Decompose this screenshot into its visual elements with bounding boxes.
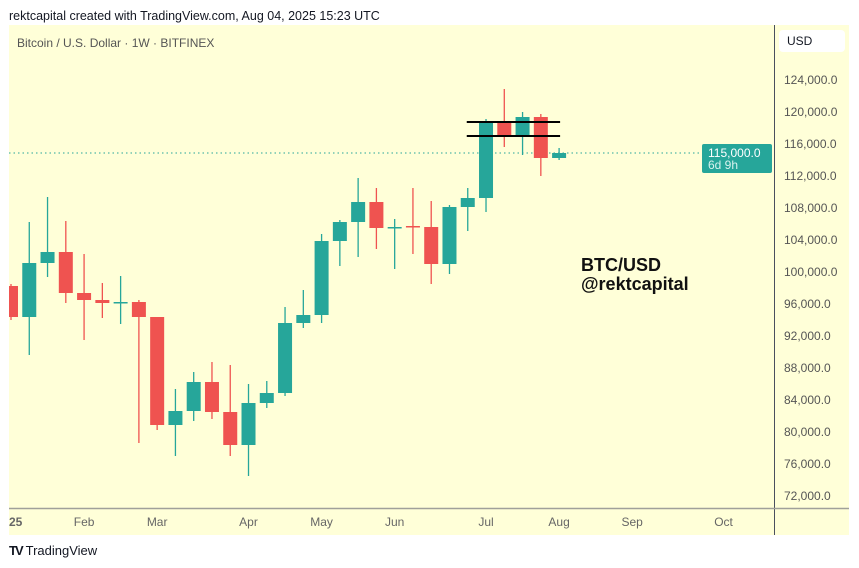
price-tick-label: 96,000.0	[784, 297, 831, 311]
candle-body	[296, 315, 311, 323]
time-tick-label: Mar	[147, 515, 168, 529]
candle-body	[150, 317, 165, 425]
candle-body	[533, 117, 548, 158]
candle-body	[168, 411, 183, 425]
text-annotation: BTC/USD @rektcapital	[581, 256, 689, 294]
price-tick-label: 76,000.0	[784, 457, 831, 471]
price-tick-label: 72,000.0	[784, 489, 831, 503]
candle-body	[22, 263, 37, 317]
candle-body	[58, 252, 73, 293]
time-tick-label: Jul	[478, 515, 493, 529]
candle-body	[186, 382, 201, 411]
candle-body	[515, 117, 530, 136]
time-tick-label: 25	[9, 515, 23, 529]
candle-body	[314, 241, 329, 315]
price-tick-label: 84,000.0	[784, 393, 831, 407]
time-tick-label: Oct	[714, 515, 733, 529]
currency-button[interactable]: USD	[779, 30, 845, 52]
candle-body	[442, 207, 457, 264]
candle-body	[204, 382, 219, 412]
candle-body	[9, 286, 18, 317]
candle-body	[351, 202, 366, 222]
last-price-value: 115,000.0	[708, 146, 761, 160]
candle-body	[460, 198, 475, 207]
candle-body	[332, 222, 347, 241]
candle-body	[479, 122, 494, 198]
candle-body	[552, 153, 567, 158]
candle-body	[95, 300, 110, 303]
time-tick-label: Apr	[239, 515, 258, 529]
candle-body	[278, 323, 293, 393]
time-tick-label: Sep	[622, 515, 644, 529]
candle-body	[241, 403, 256, 445]
tradingview-logo-icon: TV	[9, 543, 24, 558]
time-tick-label: Feb	[74, 515, 95, 529]
annotation-line-2: @rektcapital	[581, 274, 689, 294]
chart-credit: rektcapital created with TradingView.com…	[9, 9, 380, 23]
price-tick-label: 112,000.0	[784, 169, 837, 183]
annotation-line-1: BTC/USD	[581, 255, 661, 275]
candle-body	[40, 252, 55, 263]
candle-body	[77, 293, 92, 300]
price-tick-label: 116,000.0	[784, 137, 837, 151]
candle-body	[113, 302, 128, 304]
price-tick-label: 124,000.0	[784, 73, 838, 87]
tradingview-logo[interactable]: TV TradingView	[9, 543, 97, 558]
candle-body	[131, 302, 146, 317]
price-tick-label: 108,000.0	[784, 201, 838, 215]
candle-body	[387, 227, 402, 229]
time-tick-label: Jun	[385, 515, 404, 529]
price-tick-label: 92,000.0	[784, 329, 831, 343]
time-tick-label: Aug	[548, 515, 569, 529]
price-tick-label: 80,000.0	[784, 425, 831, 439]
price-tick-label: 88,000.0	[784, 361, 831, 375]
symbol-title: Bitcoin / U.S. Dollar · 1W · BITFINEX	[17, 36, 215, 50]
last-price-badge	[702, 144, 772, 173]
time-tick-label: May	[310, 515, 333, 529]
price-tick-label: 104,000.0	[784, 233, 838, 247]
candle-body	[223, 412, 238, 445]
price-tick-label: 120,000.0	[784, 105, 838, 119]
candle-countdown: 6d 9h	[708, 158, 738, 172]
logo-text: TradingView	[25, 543, 98, 558]
chart-pane[interactable]	[9, 25, 849, 535]
candle-body	[259, 393, 274, 403]
candle-body	[424, 227, 439, 264]
candle-body	[405, 226, 420, 228]
candle-body	[497, 122, 512, 136]
price-tick-label: 100,000.0	[784, 265, 838, 279]
candle-body	[369, 202, 384, 228]
